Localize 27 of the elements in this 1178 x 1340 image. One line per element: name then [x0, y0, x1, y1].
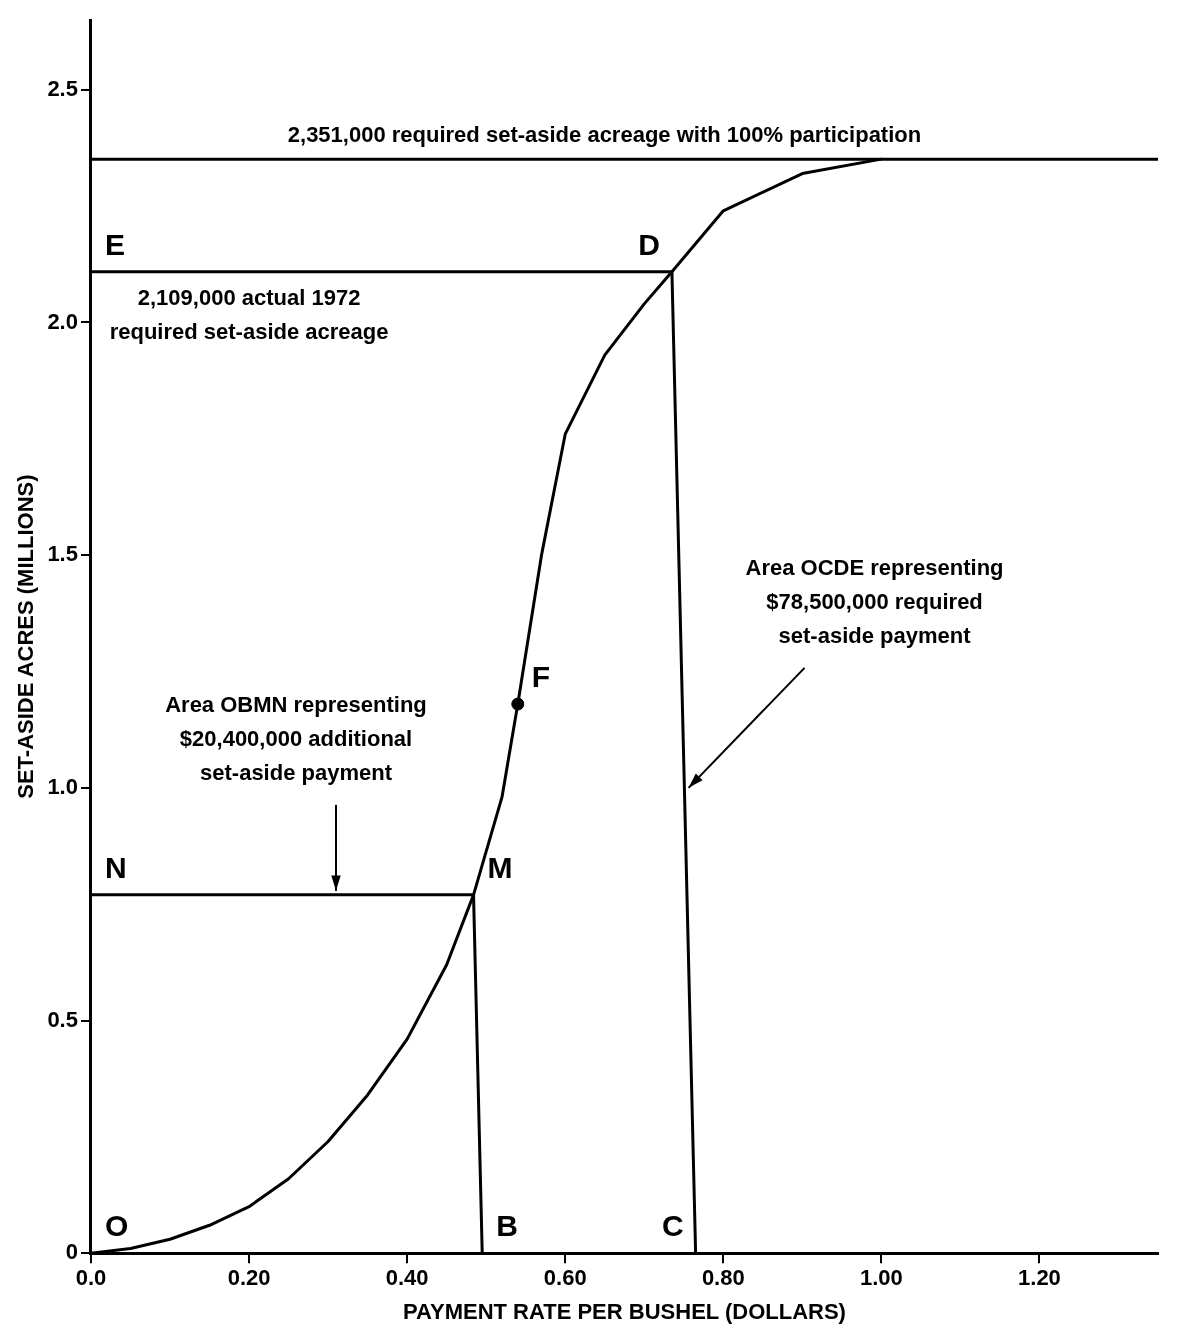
x-tick-label: 0.40	[385, 1265, 429, 1291]
x-tick-label: 0.60	[543, 1265, 587, 1291]
annotation: F	[531, 660, 551, 694]
annotation: O	[104, 1209, 129, 1243]
y-tick-label: 1.5	[47, 541, 78, 567]
y-tick-label: 2.0	[47, 308, 78, 334]
annotation: D	[638, 228, 660, 262]
y-tick-label: 2.5	[47, 75, 78, 101]
x-tick-label: 1.00	[859, 1265, 903, 1291]
annotation: B	[496, 1209, 518, 1243]
annotation: E	[104, 228, 125, 262]
x-tick-label: 0.0	[75, 1265, 107, 1291]
y-tick-label: 1.0	[47, 773, 78, 799]
annotation: Area OBMN representing $20,400,000 additional set-aside payment	[165, 691, 427, 785]
x-tick-label: 1.20	[1018, 1265, 1061, 1291]
annotation: C	[661, 1209, 684, 1243]
annotation: 2,109,000 actual 1972 required set-aside acreage	[109, 284, 389, 344]
x-tick-label: 0.80	[701, 1265, 745, 1291]
ref-line-label: 2,351,000 required set-aside acreage with 100% participation	[287, 122, 922, 148]
y-axis-title: SET-ASIDE ACRES (MILLIONS)	[13, 474, 39, 799]
y-tick-label: 0.5	[47, 1006, 78, 1032]
annotation: M	[487, 851, 513, 885]
annotation: Area OCDE representing $78,500,000 required set-aside payment	[745, 554, 1004, 648]
annotation: N	[104, 851, 127, 885]
x-tick-label: 0.20	[227, 1265, 271, 1291]
y-tick-label: 0	[65, 1239, 78, 1265]
x-axis-title: PAYMENT RATE PER BUSHEL (DOLLARS)	[403, 1298, 846, 1324]
